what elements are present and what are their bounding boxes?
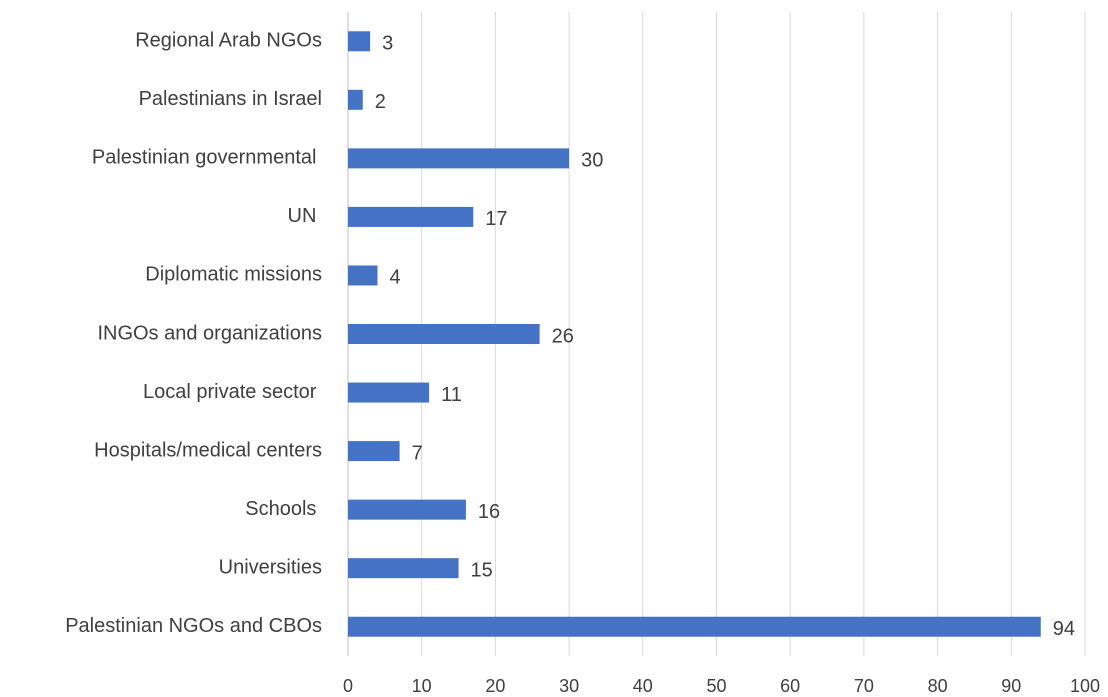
bar [348, 265, 378, 286]
y-tick-label: Regional Arab NGOs [135, 30, 322, 52]
value-label: 11 [441, 384, 462, 406]
value-label: 4 [389, 267, 400, 289]
value-label: 26 [552, 325, 574, 347]
y-tick-label: Universities [219, 556, 322, 578]
x-tick-label: 100 [1070, 676, 1100, 696]
x-tick-label: 80 [928, 676, 948, 696]
bar [348, 441, 400, 462]
x-tick-label: 90 [1001, 676, 1021, 696]
x-tick-label: 70 [854, 676, 874, 696]
bar [348, 89, 363, 110]
y-tick-label: Hospitals/medical centers [94, 439, 322, 461]
x-tick-label: 50 [706, 676, 726, 696]
bar [348, 206, 474, 227]
y-tick-label: INGOs and organizations [97, 322, 322, 344]
bar [348, 558, 459, 579]
value-label: 2 [375, 91, 386, 113]
y-tick-label: Palestinians in Israel [139, 88, 322, 110]
x-tick-label: 40 [633, 676, 653, 696]
bar [348, 382, 430, 403]
x-tick-label: 20 [485, 676, 505, 696]
y-tick-label: Local private sector [143, 381, 322, 403]
y-tick-label: Palestinian governmental [92, 147, 322, 169]
value-label: 3 [382, 33, 393, 55]
value-label: 94 [1053, 618, 1075, 640]
x-tick-label: 10 [412, 676, 432, 696]
bar [348, 324, 540, 344]
value-label: 15 [471, 559, 493, 581]
x-tick-label: 30 [559, 676, 579, 696]
value-label: 7 [412, 442, 423, 464]
y-tick-label: Schools [245, 498, 322, 520]
y-tick-label: UN [288, 205, 322, 227]
bar [348, 499, 466, 520]
y-tick-label: Diplomatic missions [145, 264, 322, 286]
value-label: 30 [581, 150, 603, 172]
bar [348, 616, 1041, 637]
bar [348, 148, 570, 169]
x-tick-label: 0 [343, 676, 353, 696]
value-label: 16 [478, 501, 500, 523]
y-tick-label: Palestinian NGOs and CBOs [65, 615, 322, 637]
value-label: 17 [485, 208, 507, 230]
bar [348, 31, 371, 52]
x-tick-label: 60 [780, 676, 800, 696]
